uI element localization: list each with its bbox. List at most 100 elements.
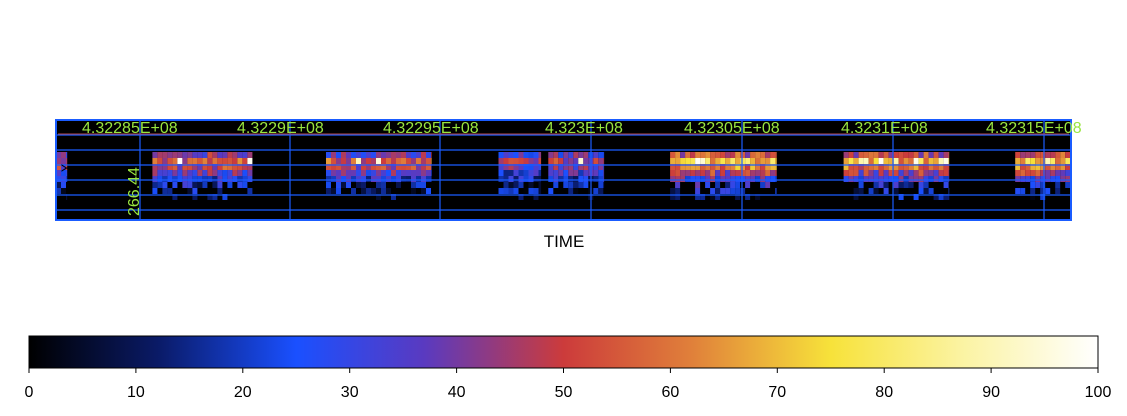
heatmap-cell	[755, 152, 761, 158]
colorbar-tick-label: 60	[662, 384, 680, 401]
colorbar	[28, 335, 1099, 369]
heatmap-cell	[770, 158, 776, 164]
heatmap-cell	[918, 164, 924, 170]
heatmap-cell	[928, 152, 934, 158]
heatmap-cell	[1030, 194, 1036, 200]
heatmap-cell	[735, 164, 741, 170]
heatmap-cell	[863, 176, 869, 182]
heatmap-cell	[212, 194, 218, 200]
heatmap-cell	[538, 188, 542, 194]
heatmap-cell	[775, 188, 777, 194]
heatmap-cell	[341, 152, 346, 158]
heatmap-cell	[237, 164, 243, 170]
heatmap-cell	[416, 176, 421, 182]
heatmap-cell	[197, 152, 203, 158]
heatmap-cell	[217, 182, 223, 188]
heatmap-cell	[376, 194, 381, 200]
heatmap-cell	[187, 158, 193, 164]
heatmap-cell	[868, 170, 874, 176]
heatmap-cell	[152, 182, 158, 188]
heatmap-cell	[331, 170, 336, 176]
heatmap-cell	[207, 152, 213, 158]
heatmap-cell	[578, 158, 584, 164]
heatmap-cell	[401, 158, 406, 164]
heatmap-cell	[765, 170, 771, 176]
heatmap-cell	[157, 152, 163, 158]
heatmap-cell	[593, 170, 599, 176]
heatmap-cell	[730, 188, 736, 194]
heatmap-cell	[705, 164, 711, 170]
heatmap-cell	[242, 152, 248, 158]
heatmap-cell	[705, 182, 711, 188]
heatmap-cell	[878, 158, 884, 164]
heatmap-cell	[518, 152, 524, 158]
heatmap-cell	[391, 164, 396, 170]
heatmap-cell	[331, 176, 336, 182]
heatmap-cell	[1025, 164, 1031, 170]
heatmap-cell	[513, 176, 519, 182]
heatmap-cell	[336, 158, 341, 164]
heatmap-cell	[172, 164, 178, 170]
heatmap-cell	[675, 176, 681, 182]
heatmap-cell	[568, 158, 574, 164]
heatmap-cell	[695, 194, 701, 200]
heatmap-cell	[192, 158, 198, 164]
heatmap-cell	[533, 158, 539, 164]
heatmap-cell	[563, 158, 569, 164]
heatmap-cell	[533, 170, 539, 176]
heatmap-cell	[1045, 188, 1051, 194]
heatmap-cell	[172, 182, 178, 188]
heatmap-cell	[416, 152, 421, 158]
heatmap-cell	[918, 176, 924, 182]
heatmap-cell	[157, 164, 163, 170]
heatmap-cell	[1055, 176, 1061, 182]
heatmap-cell	[351, 188, 356, 194]
heatmap-cell	[928, 176, 934, 182]
heatmap-cell	[695, 158, 701, 164]
heatmap-cell	[381, 176, 386, 182]
heatmap-cell	[232, 176, 238, 182]
heatmap-cell	[376, 188, 381, 194]
heatmap-cell	[563, 182, 569, 188]
heatmap-cell	[326, 188, 331, 194]
heatmap-cell	[61, 176, 66, 182]
heatmap-cell	[873, 158, 879, 164]
heatmap-cell	[908, 158, 914, 164]
heatmap-cell	[853, 176, 859, 182]
heatmap-cell	[690, 164, 696, 170]
heatmap-cell	[513, 182, 519, 188]
heatmap-cell	[371, 170, 376, 176]
heatmap-cell	[675, 164, 681, 170]
heatmap-cell	[548, 158, 554, 164]
heatmap-cell	[1035, 176, 1041, 182]
heatmap-cell	[431, 170, 432, 176]
heatmap-cell	[401, 170, 406, 176]
heatmap-cell	[1055, 170, 1061, 176]
heatmap-cell	[760, 158, 766, 164]
colorbar-tick-label: 100	[1085, 384, 1112, 401]
heatmap-cell	[1050, 170, 1056, 176]
heatmap-cell	[558, 158, 564, 164]
heatmap-cell	[755, 170, 761, 176]
heatmap-cell	[898, 158, 904, 164]
heatmap-cell	[366, 164, 371, 170]
heatmap-cell	[598, 182, 604, 188]
heatmap-cell	[583, 170, 589, 176]
heatmap-cell	[1060, 170, 1066, 176]
heatmap-cell	[1040, 164, 1046, 170]
heatmap-cell	[1020, 176, 1026, 182]
heatmap-cell	[933, 164, 939, 170]
heatmap-cell	[503, 164, 509, 170]
heatmap-cell	[237, 170, 243, 176]
heatmap-cell	[603, 158, 605, 164]
heatmap-cell	[868, 188, 874, 194]
heatmap-cell	[528, 182, 534, 188]
heatmap-cell	[518, 194, 524, 200]
heatmap-cell	[1055, 158, 1061, 164]
x-tick-label: 4.32305E+08	[684, 120, 780, 137]
heatmap-cell	[56, 176, 61, 182]
heatmap-cell	[765, 182, 771, 188]
heatmap-cell	[326, 158, 331, 164]
colorbar-ticks: 0 10 20 30 40 50 60 70 80 90 100	[25, 368, 1112, 401]
heatmap-cell	[598, 188, 604, 194]
